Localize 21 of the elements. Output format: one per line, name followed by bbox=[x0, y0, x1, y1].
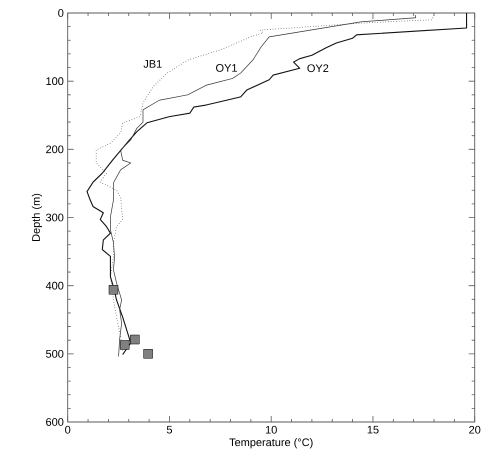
y-tick-label: 600 bbox=[46, 418, 64, 426]
y-tick-label: 0 bbox=[58, 9, 64, 17]
series-label: OY1 bbox=[216, 64, 237, 72]
x-axis-title: Temperature (°C) bbox=[229, 438, 313, 448]
y-tick-label: 300 bbox=[46, 214, 64, 222]
series-label: OY2 bbox=[307, 64, 328, 72]
point bbox=[130, 334, 140, 344]
y-axis-title: Depth (m) bbox=[32, 194, 42, 241]
y-tick-label: 200 bbox=[46, 145, 64, 154]
point bbox=[143, 349, 153, 359]
point bbox=[120, 340, 130, 350]
x-tick-label: 5 bbox=[166, 426, 172, 434]
y-tick-label: 400 bbox=[46, 282, 64, 290]
x-tick-label: 0 bbox=[65, 426, 70, 434]
y-tick-label: 100 bbox=[46, 77, 64, 86]
x-tick-label: 15 bbox=[368, 426, 379, 434]
x-tick-label: 20 bbox=[469, 426, 480, 434]
series-label: JB1 bbox=[144, 60, 162, 68]
x-tick-label: 10 bbox=[266, 426, 277, 434]
y-tick-label: 500 bbox=[46, 350, 64, 358]
point bbox=[108, 285, 118, 295]
